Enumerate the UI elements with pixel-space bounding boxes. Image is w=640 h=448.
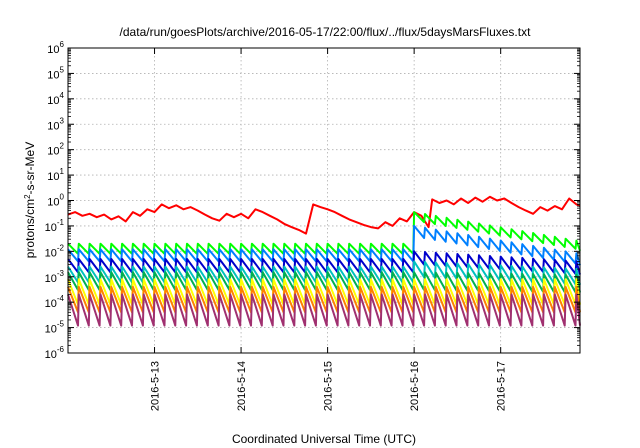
y-tick-label: 10-6 — [45, 345, 65, 361]
series-line-9 — [67, 293, 581, 327]
y-tick-label: 103 — [47, 116, 64, 132]
y-tick-label: 102 — [47, 142, 64, 158]
x-tick-label: 2016-5-15 — [323, 361, 335, 411]
x-tick-labels: 2016-5-13 2016-5-14 2016-5-15 2016-5-16 2016… — [150, 361, 508, 411]
y-tick-labels: 10-6 10-5 10-4 10-3 10-2 10-1 100 101 102 103 104 1… — [45, 40, 65, 361]
y-tick-label: 104 — [47, 91, 64, 107]
y-axis-label-prefix: protons/cm — [23, 199, 37, 258]
y-tick-label: 10-3 — [45, 269, 65, 285]
y-tick-label: 106 — [47, 40, 64, 56]
x-tick-label: 2016-5-17 — [496, 361, 508, 411]
y-tick-label: 10-4 — [45, 294, 65, 310]
x-tick-label: 2016-5-16 — [409, 361, 421, 411]
series-line-3 — [67, 224, 581, 266]
x-tick-label: 2016-5-13 — [150, 361, 162, 411]
series-line-1 — [67, 195, 581, 235]
y-tick-label: 101 — [47, 167, 64, 183]
chart-title: /data/run/goesPlots/archive/2016-05-17/2… — [120, 25, 532, 39]
y-tick-label: 10-2 — [45, 243, 65, 259]
y-axis-label-sup: 2 — [23, 194, 32, 199]
y-tick-label: 105 — [47, 65, 64, 81]
y-tick-label: 10-1 — [45, 218, 65, 234]
series-line-2 — [67, 211, 581, 255]
y-tick-label: 10-5 — [45, 320, 65, 336]
y-tick-label: 100 — [47, 193, 64, 209]
y-axis-label-suffix: -s-sr-MeV — [23, 142, 37, 195]
x-tick-label: 2016-5-14 — [236, 361, 248, 411]
x-axis-label: Coordinated Universal Time (UTC) — [232, 432, 416, 446]
axis-ticks — [68, 47, 580, 354]
series-group — [67, 195, 581, 327]
y-axis-label: protons/cm2-s-sr-MeV — [23, 142, 38, 258]
